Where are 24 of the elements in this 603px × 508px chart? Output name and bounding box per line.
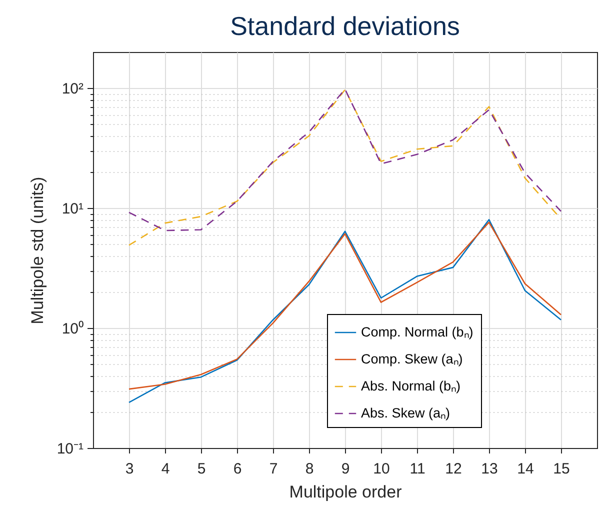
y-tick-label: 10⁻¹ [56,440,84,458]
x-tick-label: 3 [125,460,134,478]
x-tick-label: 6 [233,460,242,478]
y-tick-label: 10² [62,80,84,98]
x-tick-label: 9 [341,460,350,478]
x-tick-label: 12 [445,460,462,478]
x-tick-label: 11 [410,460,426,478]
legend-label: Comp. Skew (aₙ) [361,352,463,366]
x-tick-label: 15 [553,460,570,478]
y-axis-title: Multipole std (units) [28,176,47,324]
x-tick-label: 14 [517,460,534,478]
y-tick-label: 10¹ [62,200,84,218]
chart-title: Standard deviations [230,11,460,41]
legend-label: Abs. Skew (aₙ) [361,406,450,420]
legend-label: Abs. Normal (bₙ) [361,378,461,394]
y-tick-label: 10⁰ [62,320,84,338]
x-tick-label: 8 [305,460,314,478]
x-axis-title: Multipole order [289,482,402,502]
x-tick-label: 4 [161,460,170,478]
x-tick-label: 13 [481,460,498,478]
legend-label: Comp. Normal (bₙ) [361,324,474,340]
x-tick-label: 7 [269,460,278,478]
x-tick-label: 5 [197,460,206,478]
x-tick-label: 10 [373,460,390,478]
